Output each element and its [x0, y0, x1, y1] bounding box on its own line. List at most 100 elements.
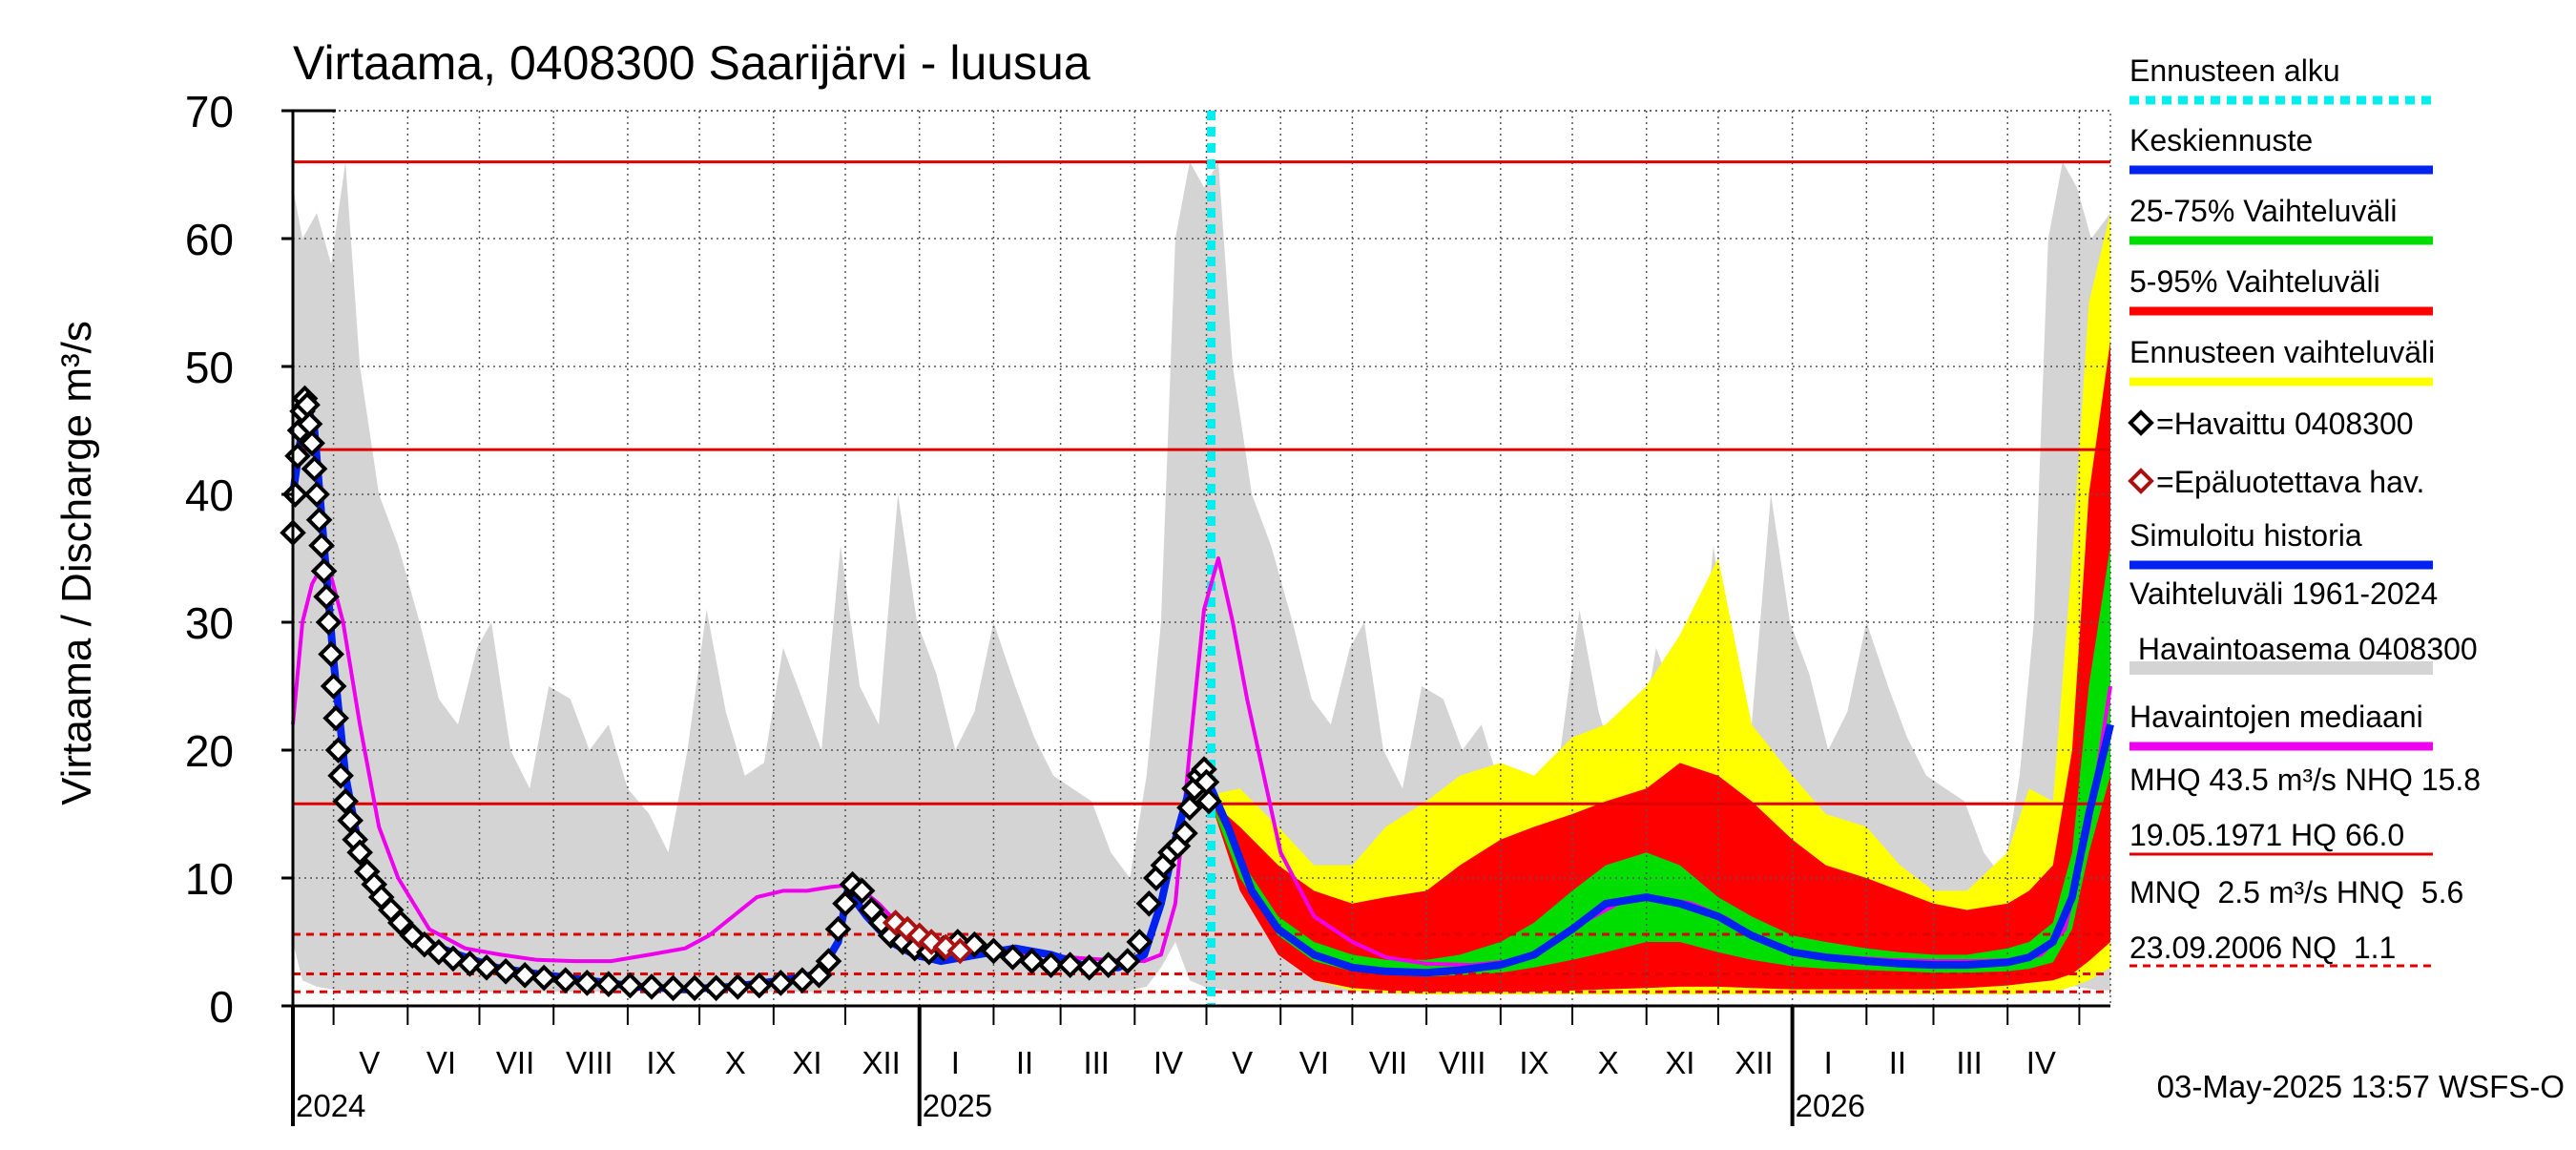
month-label: IX — [1519, 1045, 1548, 1080]
month-label: VIII — [1439, 1045, 1486, 1080]
month-label: III — [1083, 1045, 1110, 1080]
month-label: VII — [496, 1045, 534, 1080]
month-label: XII — [1735, 1045, 1773, 1080]
y-tick-label: 10 — [185, 854, 234, 904]
marker-havaittu-0408300 — [492, 957, 519, 985]
marker-havaittu-0408300 — [824, 915, 852, 943]
legend-label: 5-95% Vaihteluväli — [2129, 264, 2380, 299]
marker-havaittu-0408300 — [310, 557, 338, 585]
legend-item-25-75-vaihteluv-li: 25-75% Vaihteluväli — [2129, 194, 2433, 245]
marker-havaittu-0408300 — [327, 762, 354, 789]
marker-havaittu-0408300 — [332, 787, 359, 815]
marker-havaittu-0408300 — [638, 973, 665, 1000]
marker-havaittu-0408300 — [456, 950, 484, 977]
marker-havaittu-0408300 — [832, 889, 859, 917]
marker-ep-luotettava-hav — [932, 933, 960, 961]
marker-havaittu-0408300 — [511, 962, 538, 989]
legend-label: Simuloitu historia — [2129, 518, 2362, 553]
marker-havaittu-0408300 — [281, 481, 309, 508]
marker-havaittu-0408300 — [346, 839, 374, 867]
legend-item-vaihteluv-li-1961-2024: Vaihteluväli 1961-2024 Havaintoasema 040… — [2129, 576, 2478, 675]
legend: Ennusteen alku Keskiennuste 25-75% Vaihtel… — [2128, 53, 2481, 968]
marker-havaittu-0408300 — [1037, 951, 1065, 978]
month-label: IV — [1153, 1045, 1183, 1080]
marker-havaittu-0408300 — [399, 922, 426, 950]
marker-havaittu-0408300 — [616, 972, 644, 999]
marker-havaittu-0408300 — [815, 948, 842, 974]
marker-havaittu-0408300 — [284, 442, 311, 470]
year-label: 2024 — [296, 1088, 365, 1123]
y-tick-label: 70 — [185, 87, 234, 136]
y-tick-label: 40 — [185, 470, 234, 520]
marker-havaittu-0408300 — [411, 930, 438, 958]
legend-item-simuloitu-historia: Simuloitu historia — [2129, 518, 2433, 570]
legend-label: MHQ 43.5 m³/s NHQ 15.8 — [2129, 763, 2481, 797]
legend-label: 25-75% Vaihteluväli — [2129, 194, 2397, 228]
month-label: XII — [862, 1045, 900, 1080]
legend-item-mhq-43-5-m-s-nhq-15-8: MHQ 43.5 m³/s NHQ 15.8 19.05.1971 HQ 66.0 — [2129, 763, 2481, 856]
legend-marker — [2128, 468, 2154, 494]
marker-havaittu-0408300 — [1018, 948, 1046, 974]
y-tick-label: 60 — [185, 215, 234, 264]
legend-item-ep-luotettava-hav: =Epäluotettava hav. — [2128, 465, 2424, 499]
month-label: IX — [646, 1045, 675, 1080]
marker-havaittu-0408300 — [1176, 794, 1203, 822]
marker-havaittu-0408300 — [573, 970, 601, 996]
month-label: I — [951, 1045, 960, 1080]
marker-havaittu-0408300 — [308, 532, 335, 559]
footer-timestamp: 03-May-2025 13:57 WSFS-O — [2157, 1069, 2565, 1104]
marker-ep-luotettava-hav — [918, 929, 945, 955]
month-label: VI — [1299, 1045, 1329, 1080]
legend-label: 19.05.1971 HQ 66.0 — [2129, 818, 2404, 852]
month-label: V — [1232, 1045, 1253, 1080]
marker-havaittu-0408300 — [745, 972, 773, 999]
month-label: I — [1824, 1045, 1833, 1080]
marker-havaittu-0408300 — [299, 429, 325, 457]
month-label: XI — [792, 1045, 821, 1080]
marker-havaittu-0408300 — [702, 974, 730, 1002]
marker-havaittu-0408300 — [1135, 889, 1163, 917]
marker-havaittu-0408300 — [1056, 951, 1084, 978]
legend-label: 23.09.2006 NQ 1.1 — [2129, 930, 2396, 965]
marker-havaittu-0408300 — [980, 937, 1008, 965]
marker-havaittu-0408300 — [303, 481, 330, 508]
marker-havaittu-0408300 — [313, 583, 340, 611]
marker-havaittu-0408300 — [440, 945, 467, 972]
marker-havaittu-0408300 — [386, 910, 414, 936]
legend-item-keskiennuste: Keskiennuste — [2129, 123, 2433, 175]
month-label: VI — [426, 1045, 456, 1080]
marker-havaittu-0408300 — [473, 953, 500, 981]
legend-item-mnq-2-5-m-s-hnq-5-6: MNQ 2.5 m³/s HNQ 5.6 23.09.2006 NQ 1.1 — [2129, 875, 2463, 968]
y-tick-label: 20 — [185, 726, 234, 776]
marker-havaittu-0408300 — [337, 806, 364, 834]
y-tick-label: 50 — [185, 343, 234, 392]
marker-ep-luotettava-hav — [882, 910, 909, 936]
marker-ep-luotettava-hav — [905, 922, 933, 950]
marker-havaittu-0408300 — [595, 971, 622, 998]
month-label: V — [359, 1045, 380, 1080]
marker-havaittu-0408300 — [551, 967, 579, 994]
month-label: XI — [1665, 1045, 1694, 1080]
marker-havaittu-0408300 — [999, 944, 1027, 971]
marker-havaittu-0408300 — [767, 970, 795, 996]
marker-havaittu-0408300 — [320, 673, 347, 700]
series-keskiennuste — [1207, 723, 2114, 977]
grid-layer — [292, 110, 2111, 1007]
year-label: 2026 — [1796, 1088, 1865, 1123]
y-axis-label: Virtaama / Discharge m³/s — [53, 321, 100, 805]
month-label: VII — [1369, 1045, 1407, 1080]
legend-label: Ennusteen alku — [2129, 53, 2340, 88]
legend-item-havaittu-0408300: =Havaittu 0408300 — [2128, 407, 2414, 441]
month-label: VIII — [566, 1045, 613, 1080]
marker-havaittu-0408300 — [1113, 948, 1141, 974]
marker-havaittu-0408300 — [324, 737, 352, 763]
legend-item-ennusteen-vaihteluv-li: Ennusteen vaihteluväli — [2129, 335, 2435, 387]
marker-havaittu-0408300 — [848, 877, 876, 905]
y-tick-label: 0 — [209, 982, 234, 1032]
legend-label: Ennusteen vaihteluväli — [2129, 335, 2435, 369]
legend-item-ennusteen-alku: Ennusteen alku — [2129, 53, 2433, 105]
marker-havaittu-0408300 — [724, 973, 752, 1000]
marker-ep-luotettava-hav — [946, 937, 974, 965]
